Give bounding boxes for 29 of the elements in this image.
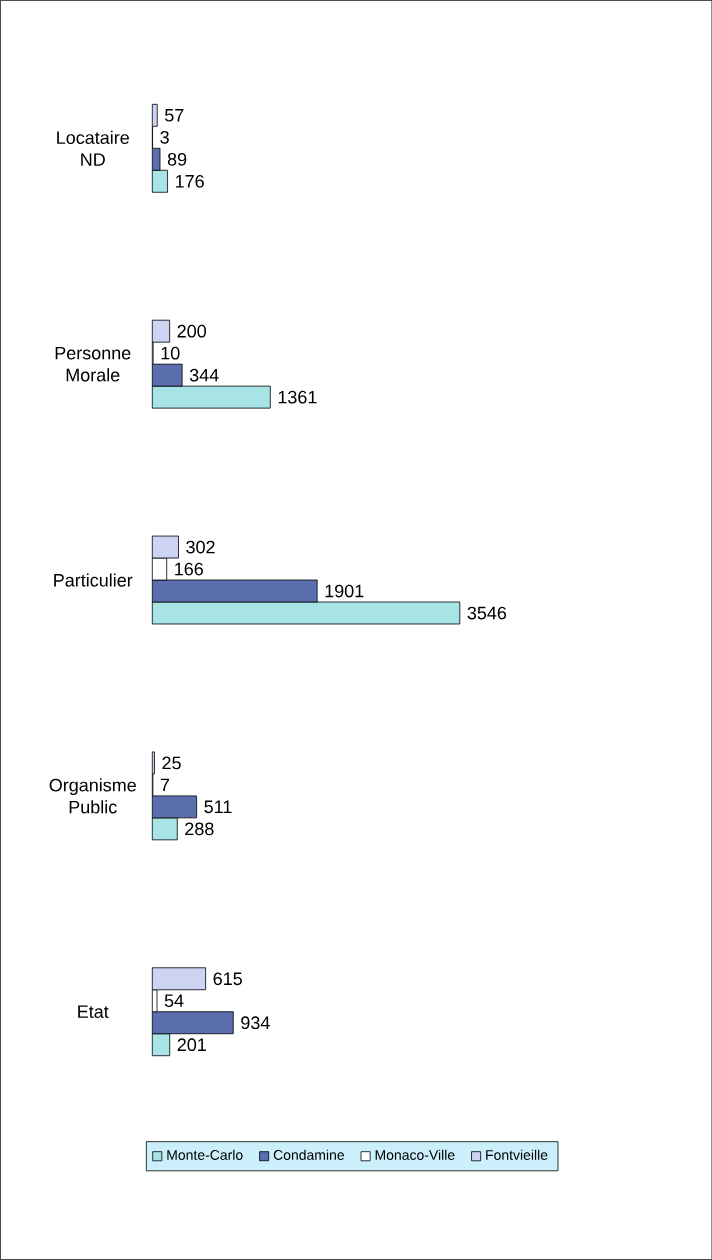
data-label: 201 [177,1038,206,1052]
data-label: 57 [164,109,184,122]
data-label: 7 [160,778,169,792]
data-label: 615 [213,972,242,986]
data-label: 166 [174,562,203,576]
data-label: 10 [161,346,180,360]
legend-label: Fontvieille [486,1149,548,1160]
data-label: 3546 [467,606,506,620]
legend-label: Condamine [273,1149,344,1160]
legend-label: Monte-Carlo [167,1149,243,1160]
data-label: 344 [189,368,219,382]
data-label: 1361 [278,390,317,404]
legend-label: Monaco-Ville [375,1149,455,1160]
data-label: 302 [186,540,215,554]
y-tick-label: Particulier [54,573,133,587]
data-label: 3 [160,130,169,144]
data-label: 288 [185,822,214,836]
y-tick-label: Locataire ND [57,130,129,166]
data-label: 1901 [325,584,364,598]
y-tick-label: Organisme Public [49,778,136,814]
y-tick-label: Etat [78,1005,109,1019]
data-label: 511 [204,800,232,814]
data-label: 176 [175,174,204,188]
data-label: 200 [177,324,206,338]
data-label: 25 [162,756,181,770]
data-label: 54 [164,994,184,1008]
data-label: 89 [167,152,187,166]
data-label: 934 [241,1016,270,1030]
y-tick-label: Personne Morale [55,346,131,382]
